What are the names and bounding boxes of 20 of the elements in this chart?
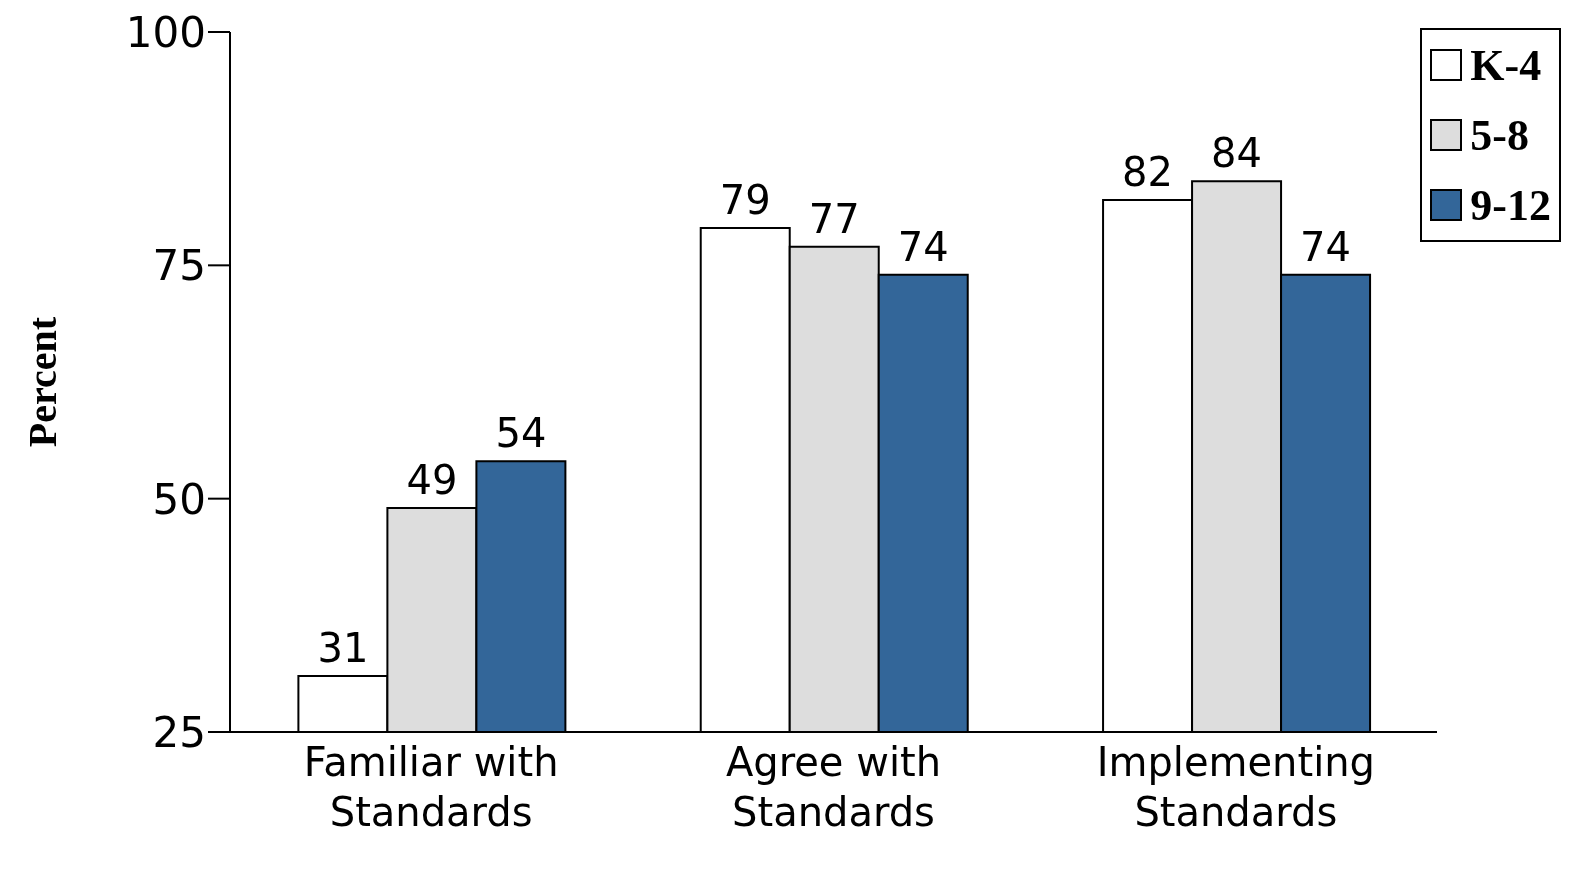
data-label: 49 [406,457,458,503]
y-tick-label: 25 [152,707,206,757]
data-label: 31 [317,625,369,671]
legend-label: 5-8 [1470,109,1529,161]
data-label: 74 [1300,223,1352,270]
y-axis-title: Percent [20,316,66,448]
data-label: 74 [897,223,949,270]
data-label: 77 [808,195,860,242]
y-tick-label: 100 [125,7,206,57]
y-tick-label: 50 [152,474,206,524]
data-label: 84 [1211,130,1263,177]
data-label: 82 [1122,149,1174,195]
data-label: 54 [495,410,547,457]
legend-label: 9-12 [1470,179,1551,231]
x-tick-label: Familiar with Standards [303,739,559,835]
data-label: 79 [719,177,771,223]
x-tick-label: Implementing Standards [1096,739,1376,835]
y-tick-label: 75 [152,241,206,291]
legend-label: K-4 [1470,39,1542,91]
x-tick-label: Agree with Standards [725,739,942,835]
